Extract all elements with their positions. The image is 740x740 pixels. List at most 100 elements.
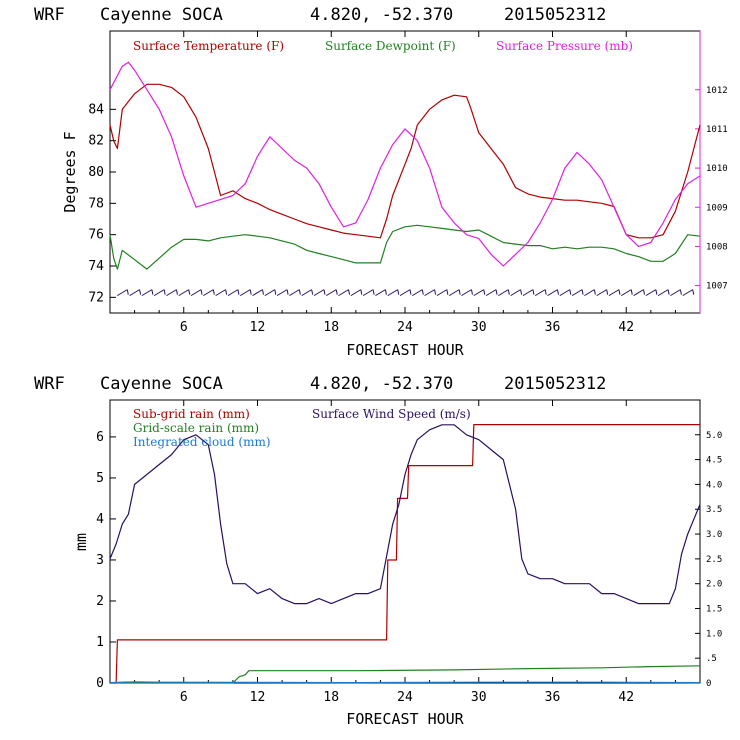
bot-series-line-3	[109, 424, 701, 605]
legend-gridscale-rain: Grid-scale rain (mm)	[133, 421, 259, 435]
wind-barb	[473, 289, 485, 297]
wind-barb	[399, 289, 411, 297]
wind-barb	[571, 289, 583, 297]
wind-barb	[510, 289, 521, 297]
y2-tick-label: 0	[706, 679, 711, 689]
bot-series-line-1	[110, 665, 701, 684]
wind-barb-flag	[237, 289, 240, 295]
top-series-line-1	[109, 224, 701, 270]
wind-barb-flag	[507, 289, 510, 295]
x-tick-label: 36	[545, 690, 561, 705]
x-tick-label: 6	[180, 690, 188, 705]
y2-tick-label: 1007	[706, 282, 728, 292]
wind-barb-flag	[286, 289, 289, 295]
wind-barb	[436, 289, 448, 297]
wind-barb-flag	[495, 289, 498, 295]
wind-barb-flag	[409, 289, 412, 295]
y2-tick-label: 1009	[706, 203, 728, 213]
wind-barb	[166, 289, 177, 297]
top-series-line-0	[109, 83, 701, 239]
top-xlabel: FORECAST HOUR	[346, 341, 464, 359]
legend-subgrid-rain: Sub-grid rain (mm)	[133, 407, 250, 421]
wind-barb	[190, 289, 202, 297]
wind-barb	[141, 289, 153, 297]
wind-barb-flag	[421, 289, 424, 295]
wind-barb	[498, 289, 509, 297]
wind-barb	[239, 289, 251, 297]
x-tick-label: 36	[545, 320, 561, 335]
y2-tick-label: 3.0	[706, 530, 722, 540]
wind-barb-flag	[532, 289, 535, 295]
legend-dewpoint: Surface Dewpoint (F)	[325, 39, 456, 53]
legend-pressure: Surface Pressure (mb)	[496, 39, 633, 53]
wind-barb	[657, 289, 669, 297]
bottom-header-model: WRF	[34, 374, 65, 394]
y-tick-label: 78	[88, 196, 104, 211]
wind-barb-flag	[175, 289, 178, 295]
top-series-line-2	[109, 61, 701, 267]
y-tick-label: 82	[88, 134, 104, 149]
wind-barb	[153, 289, 165, 297]
top-header-station: Cayenne SOCA	[100, 5, 223, 25]
wind-barb-flag	[618, 289, 621, 295]
y-tick-label: 4	[96, 512, 104, 527]
bottom-xlabel: FORECAST HOUR	[346, 710, 464, 728]
wind-barb-flag	[434, 289, 437, 295]
wind-barb-flag	[581, 289, 584, 295]
y2-tick-label: .5	[706, 654, 717, 664]
wind-barb	[682, 289, 693, 297]
wind-barb-flag	[139, 289, 142, 295]
y2-tick-label: 1010	[706, 164, 728, 174]
wind-barb	[375, 289, 386, 297]
wind-barb	[559, 289, 571, 297]
wind-barb	[289, 289, 300, 297]
wind-barb	[412, 289, 423, 297]
y-tick-label: 84	[88, 102, 104, 117]
bottom-header-coords: 4.820, -52.370	[310, 374, 453, 394]
wind-barb-flag	[311, 289, 314, 295]
wind-barb-flag	[262, 289, 264, 295]
wind-barb	[534, 289, 546, 297]
wind-barb-flag	[348, 289, 351, 295]
wind-barb-flag	[569, 289, 572, 295]
y-tick-label: 2	[96, 594, 104, 609]
wind-barb	[547, 289, 558, 297]
wind-barb-flag	[335, 289, 338, 295]
wind-barb	[645, 289, 657, 297]
top-plot-frame	[109, 30, 701, 314]
wind-barb	[596, 289, 607, 297]
wind-barb-flag	[200, 289, 203, 295]
y-tick-label: 5	[96, 471, 104, 486]
wind-barb	[338, 289, 349, 297]
wind-barb-flag	[384, 289, 387, 295]
wind-barb-flag	[655, 289, 658, 295]
y2-tick-label: 1.0	[706, 629, 722, 639]
wind-barb-flag	[470, 289, 473, 295]
wind-barb-flag	[630, 289, 633, 295]
wind-barb-flag	[372, 289, 375, 295]
wind-barb-flag	[323, 289, 326, 295]
wind-barb	[461, 289, 472, 297]
wind-barb	[633, 289, 644, 297]
wind-barb	[276, 289, 288, 297]
wind-barb	[301, 289, 312, 297]
y-tick-label: 76	[88, 228, 104, 243]
wind-barb-flag	[643, 289, 646, 295]
wind-barb	[362, 289, 374, 297]
wind-barb-flag	[188, 289, 191, 295]
y2-tick-label: 2.5	[706, 555, 722, 565]
y-tick-label: 3	[96, 553, 104, 568]
wind-barb-flag	[679, 289, 682, 295]
wind-barb-flag	[249, 289, 252, 295]
wind-barb	[313, 289, 325, 297]
x-tick-label: 42	[618, 690, 634, 705]
wind-barb	[325, 289, 337, 297]
y2-tick-label: 4.5	[706, 456, 722, 466]
wind-barb-flag	[667, 289, 670, 295]
wind-barb-flag	[557, 289, 559, 295]
x-tick-label: 12	[250, 690, 266, 705]
y-tick-label: 72	[88, 290, 104, 305]
top-header-model: WRF	[34, 5, 65, 25]
wind-barb-flag	[593, 289, 596, 295]
wind-barb	[203, 289, 214, 297]
